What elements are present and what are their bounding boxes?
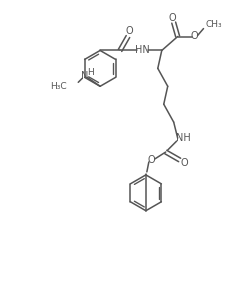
Text: O: O (147, 155, 155, 165)
Text: O: O (125, 25, 133, 35)
Text: O: O (181, 158, 189, 168)
Text: H: H (87, 68, 94, 77)
Text: CH₃: CH₃ (205, 20, 222, 29)
Text: H₃C: H₃C (50, 82, 66, 91)
Text: N: N (81, 71, 88, 81)
Text: O: O (169, 13, 176, 23)
Text: O: O (191, 31, 198, 41)
Text: HN: HN (135, 45, 149, 55)
Text: NH: NH (176, 133, 191, 143)
